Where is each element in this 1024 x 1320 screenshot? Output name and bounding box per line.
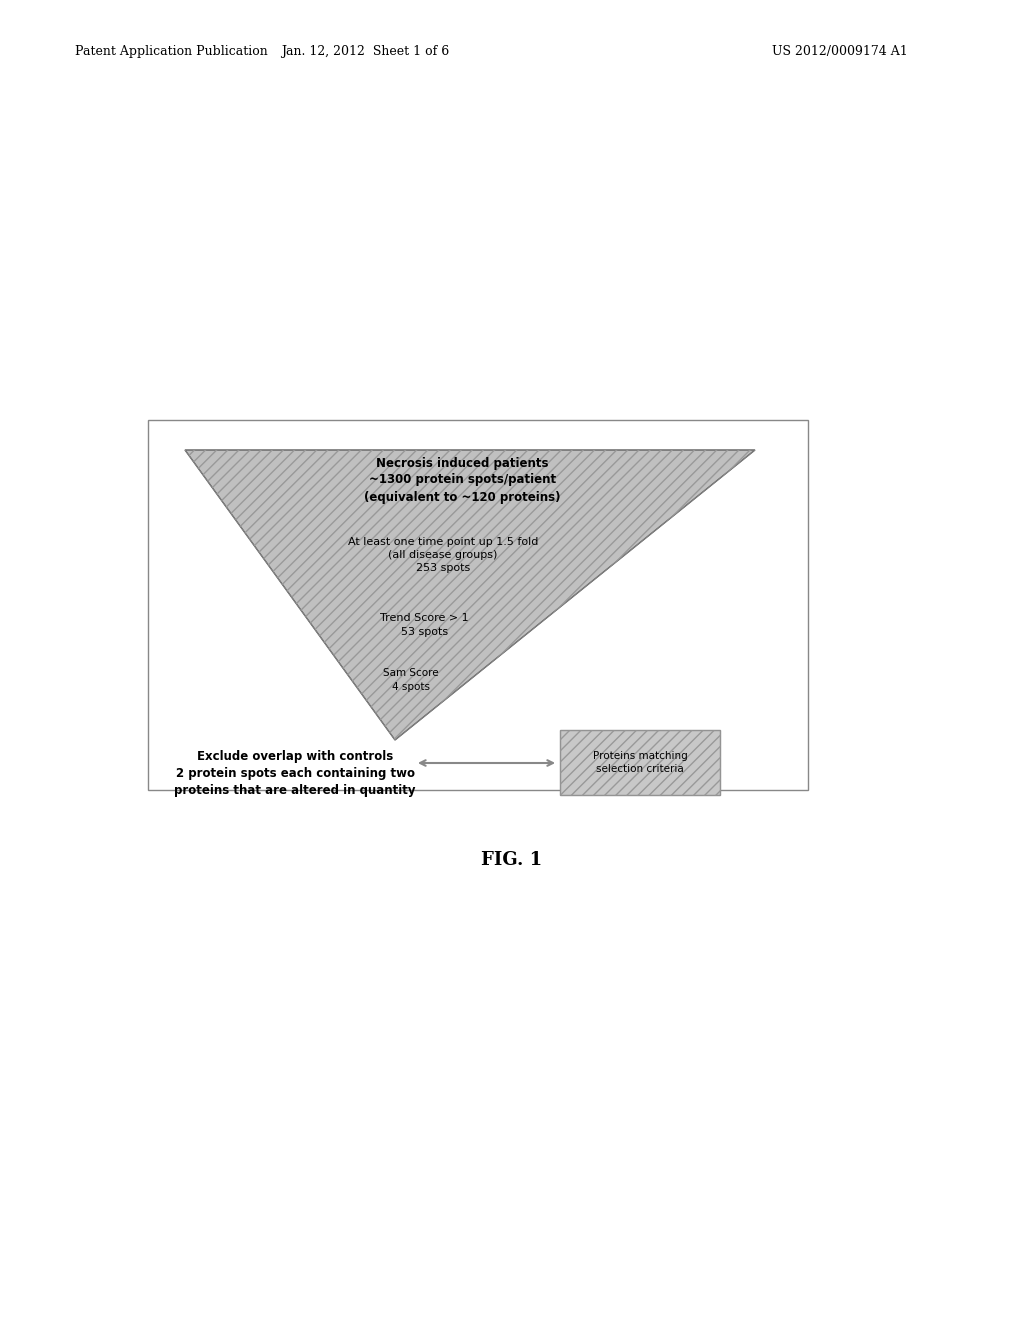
Bar: [560, 730, 720, 795]
Text: Sam Score
4 spots: Sam Score 4 spots: [383, 668, 438, 692]
Polygon shape: [185, 450, 755, 741]
Text: Proteins matching
selection criteria: Proteins matching selection criteria: [593, 751, 687, 774]
Text: Jan. 12, 2012  Sheet 1 of 6: Jan. 12, 2012 Sheet 1 of 6: [281, 45, 450, 58]
Text: US 2012/0009174 A1: US 2012/0009174 A1: [772, 45, 908, 58]
Text: Patent Application Publication: Patent Application Publication: [75, 45, 267, 58]
Text: Necrosis induced patients
~1300 protein spots/patient
(equivalent to ~120 protei: Necrosis induced patients ~1300 protein …: [364, 457, 560, 503]
Bar: [560, 730, 720, 795]
Text: Exclude overlap with controls
2 protein spots each containing two
proteins that : Exclude overlap with controls 2 protein …: [174, 750, 416, 797]
Text: FIG. 1: FIG. 1: [481, 851, 543, 869]
Bar: [148, 420, 808, 789]
Text: Trend Score > 1
53 spots: Trend Score > 1 53 spots: [381, 614, 469, 636]
Text: At least one time point up 1.5 fold
(all disease groups)
253 spots: At least one time point up 1.5 fold (all…: [348, 537, 538, 573]
